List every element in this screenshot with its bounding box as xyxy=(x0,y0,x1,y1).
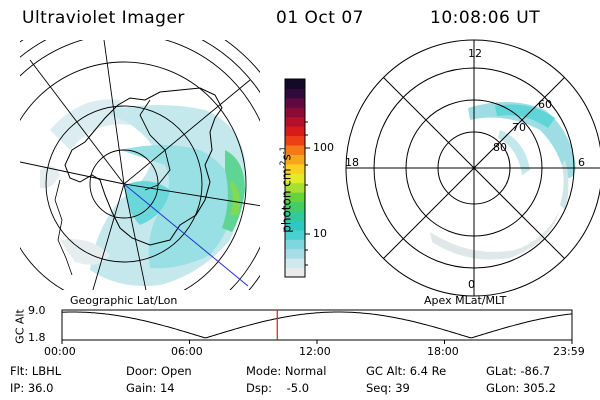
colorbar-segment xyxy=(285,211,305,221)
colorbar xyxy=(285,79,305,278)
colorbar-segment xyxy=(285,220,305,231)
ip-info: IP: 36.0 xyxy=(10,381,54,395)
flt-info: Flt: LBHL xyxy=(10,364,62,378)
mlat-label-70: 70 xyxy=(512,121,526,134)
terminator-line xyxy=(123,183,249,287)
colorbar-segment xyxy=(285,192,305,203)
colorbar-frame xyxy=(284,78,306,278)
colorbar-tick-10: 10 xyxy=(313,227,327,240)
x-tick-0000: 00:00 xyxy=(44,345,76,358)
glon-info: GLon: 305.2 xyxy=(486,381,556,395)
time-label: 10:08:06 UT xyxy=(430,8,541,28)
colorbar-segment xyxy=(285,248,305,259)
glat-info: GLat: -86.7 xyxy=(486,364,551,378)
latitude-circles xyxy=(20,40,260,290)
colorbar-segment xyxy=(285,97,305,108)
gain-info: Gain: 14 xyxy=(126,381,175,395)
instrument-title: Ultraviolet Imager xyxy=(22,8,185,28)
door-info: Door: Open xyxy=(126,364,192,378)
colorbar-ticks xyxy=(305,121,310,266)
mlt-label-12: 12 xyxy=(468,47,482,60)
gcalt-info: GC Alt: 6.4 Re xyxy=(366,364,447,378)
colorbar-segment xyxy=(285,201,305,212)
dsp-info: Dsp: -5.0 xyxy=(246,381,310,395)
x-tick-2359: 23:59 xyxy=(553,345,585,358)
apex-caption: Apex MLat/MLT xyxy=(424,294,507,307)
mlat-label-60: 60 xyxy=(538,98,552,111)
mode-info: Mode: Normal xyxy=(246,364,327,378)
altitude-trace xyxy=(61,311,573,339)
colorbar-segment xyxy=(285,239,305,250)
apex-grid xyxy=(345,39,600,297)
colorbar-segment xyxy=(285,163,305,174)
colorbar-segment xyxy=(285,154,305,165)
colorbar-segment xyxy=(285,126,305,137)
colorbar-segment xyxy=(285,116,305,127)
colorbar-segment xyxy=(285,173,305,184)
colorbar-segment xyxy=(285,79,305,89)
colorbar-segment xyxy=(285,88,305,99)
colorbar-segment xyxy=(285,145,305,155)
mlat-label-80: 80 xyxy=(493,141,507,154)
colorbar-unit-label: photon cm-2s-1 xyxy=(278,146,294,233)
antarctica-coastline xyxy=(64,87,223,246)
altitude-y-tick-9: 9.0 xyxy=(28,304,46,317)
geographic-caption: Geographic Lat/Lon xyxy=(70,294,178,307)
colorbar-segment xyxy=(285,135,305,146)
x-tick-1200: 12:00 xyxy=(299,345,331,358)
x-tick-0600: 06:00 xyxy=(171,345,203,358)
altitude-plot-frame xyxy=(61,309,573,341)
colorbar-tick-100: 100 xyxy=(313,141,334,154)
meridians xyxy=(20,40,260,290)
mlt-label-0: 0 xyxy=(468,278,475,291)
colorbar-segment xyxy=(285,258,305,269)
colorbar-segment xyxy=(285,267,305,278)
seq-info: Seq: 39 xyxy=(366,381,410,395)
altitude-y-label: GC Alt xyxy=(13,309,27,344)
geographic-map xyxy=(20,40,260,290)
colorbar-segment xyxy=(285,229,305,240)
colorbar-segment xyxy=(285,107,305,118)
date-label: 01 Oct 07 xyxy=(276,8,364,28)
altitude-x-ticks xyxy=(61,340,573,344)
altitude-y-tick-1: 1.8 xyxy=(28,331,46,344)
mlt-label-6: 6 xyxy=(578,156,585,169)
mlt-label-18: 18 xyxy=(345,156,359,169)
x-tick-1800: 18:00 xyxy=(427,345,459,358)
apex-map-emission xyxy=(430,101,576,260)
colorbar-segment xyxy=(285,182,305,193)
